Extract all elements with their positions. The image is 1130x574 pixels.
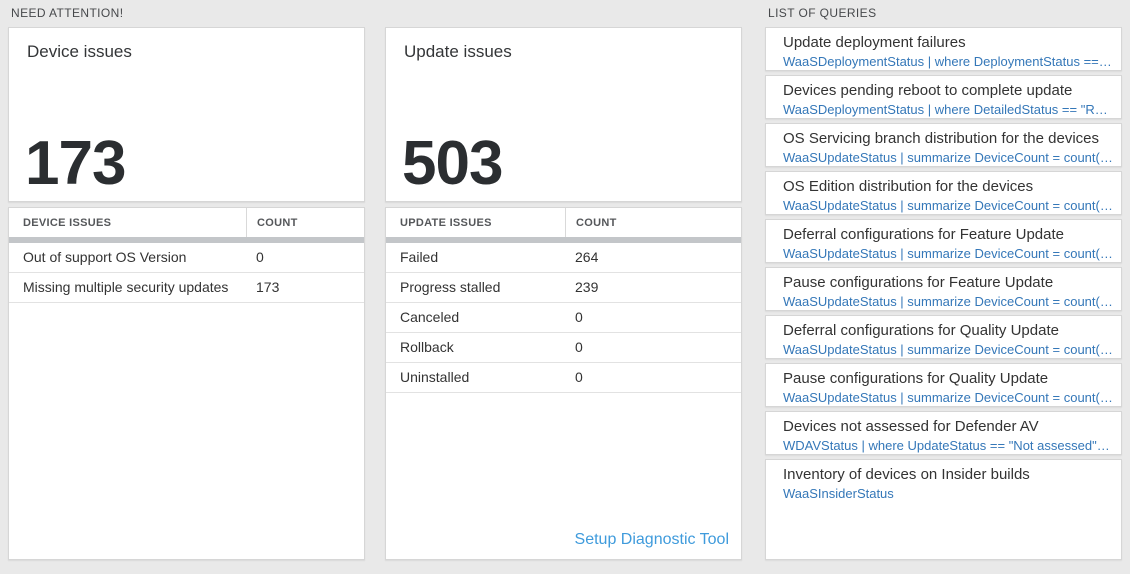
issue-count: 173 bbox=[256, 279, 280, 295]
device-issues-count: 173 bbox=[25, 129, 126, 198]
issue-label: Progress stalled bbox=[400, 279, 501, 295]
table-header-divider-bar bbox=[386, 237, 741, 243]
device-issues-count-header-cell: COUNT bbox=[246, 208, 364, 237]
query-title: Pause configurations for Quality Update bbox=[783, 370, 1049, 387]
query-list: Update deployment failures WaaSDeploymen… bbox=[765, 27, 1122, 560]
queries-column: LIST OF QUERIES Update deployment failur… bbox=[765, 0, 1122, 560]
table-header-divider-bar bbox=[9, 237, 364, 243]
device-issues-column: NEED ATTENTION! Device issues 173 DEVICE… bbox=[8, 0, 365, 560]
update-issues-card[interactable]: Update issues 503 bbox=[385, 27, 742, 202]
device-issues-header-cell: DEVICE ISSUES bbox=[23, 217, 112, 229]
issue-count: 0 bbox=[575, 309, 583, 325]
update-issues-count: 503 bbox=[402, 129, 503, 198]
query-list-item[interactable]: OS Edition distribution for the devices … bbox=[765, 171, 1122, 215]
query-list-item[interactable]: Devices pending reboot to complete updat… bbox=[765, 75, 1122, 119]
update-issues-table-header-row: UPDATE ISSUES COUNT bbox=[386, 208, 741, 237]
update-issues-column: Update issues 503 UPDATE ISSUES COUNT Fa… bbox=[385, 0, 742, 560]
issue-label: Rollback bbox=[400, 339, 454, 355]
query-list-item[interactable]: Deferral configurations for Quality Upda… bbox=[765, 315, 1122, 359]
table-row[interactable]: Out of support OS Version 0 bbox=[9, 243, 364, 273]
query-title: Pause configurations for Feature Update bbox=[783, 274, 1054, 291]
issue-count: 0 bbox=[256, 249, 264, 265]
spacer-header bbox=[385, 0, 742, 27]
setup-diagnostic-tool-link[interactable]: Setup Diagnostic Tool bbox=[574, 531, 729, 548]
query-title: Inventory of devices on Insider builds bbox=[783, 466, 1030, 483]
query-list-item[interactable]: Deferral configurations for Feature Upda… bbox=[765, 219, 1122, 263]
issue-count: 264 bbox=[575, 249, 599, 265]
query-title: Devices not assessed for Defender AV bbox=[783, 418, 1039, 435]
update-issues-card-title: Update issues bbox=[404, 42, 512, 61]
issue-count: 0 bbox=[575, 339, 583, 355]
device-issues-table-header-row: DEVICE ISSUES COUNT bbox=[9, 208, 364, 237]
query-list-item[interactable]: Pause configurations for Quality Update … bbox=[765, 363, 1122, 407]
issue-label: Failed bbox=[400, 249, 439, 265]
issue-label: Out of support OS Version bbox=[23, 249, 187, 265]
table-row[interactable]: Canceled 0 bbox=[386, 303, 741, 333]
query-title: Deferral configurations for Quality Upda… bbox=[783, 322, 1059, 339]
query-text-link[interactable]: WDAVStatus | where UpdateStatus == "Not … bbox=[783, 438, 1113, 453]
table-row[interactable]: Failed 264 bbox=[386, 243, 741, 273]
query-title: OS Servicing branch distribution for the… bbox=[783, 130, 1099, 147]
issue-label: Missing multiple security updates bbox=[23, 279, 229, 295]
issue-label: Canceled bbox=[400, 309, 460, 325]
device-issues-table-card: DEVICE ISSUES COUNT Out of support OS Ve… bbox=[8, 207, 365, 560]
table-row[interactable]: Progress stalled 239 bbox=[386, 273, 741, 303]
update-issues-table-card: UPDATE ISSUES COUNT Failed 264 Progress … bbox=[385, 207, 742, 560]
query-list-item[interactable]: Devices not assessed for Defender AV WDA… bbox=[765, 411, 1122, 455]
query-title: OS Edition distribution for the devices bbox=[783, 178, 1034, 195]
query-title: Devices pending reboot to complete updat… bbox=[783, 82, 1073, 99]
query-text-link[interactable]: WaaSUpdateStatus | summarize DeviceCount… bbox=[783, 246, 1113, 261]
need-attention-header: NEED ATTENTION! bbox=[11, 6, 124, 20]
issue-label: Uninstalled bbox=[400, 369, 470, 385]
table-row[interactable]: Rollback 0 bbox=[386, 333, 741, 363]
table-row[interactable]: Missing multiple security updates 173 bbox=[9, 273, 364, 303]
query-title: Deferral configurations for Feature Upda… bbox=[783, 226, 1064, 243]
device-issues-card-title: Device issues bbox=[27, 42, 132, 61]
query-list-item[interactable]: Pause configurations for Feature Update … bbox=[765, 267, 1122, 311]
query-list-item[interactable]: Update deployment failures WaaSDeploymen… bbox=[765, 27, 1122, 71]
query-text-link[interactable]: WaaSUpdateStatus | summarize DeviceCount… bbox=[783, 390, 1113, 405]
table-row[interactable]: Uninstalled 0 bbox=[386, 363, 741, 393]
query-text-link[interactable]: WaaSUpdateStatus | summarize DeviceCount… bbox=[783, 150, 1113, 165]
list-of-queries-header: LIST OF QUERIES bbox=[768, 6, 877, 20]
issue-count: 0 bbox=[575, 369, 583, 385]
update-issues-count-header-cell: COUNT bbox=[565, 208, 741, 237]
query-title: Update deployment failures bbox=[783, 34, 966, 51]
query-list-item[interactable]: Inventory of devices on Insider builds W… bbox=[765, 459, 1122, 560]
query-text-link[interactable]: WaaSDeploymentStatus | where DeploymentS… bbox=[783, 54, 1113, 69]
query-text-link[interactable]: WaaSUpdateStatus | summarize DeviceCount… bbox=[783, 294, 1113, 309]
query-text-link[interactable]: WaaSInsiderStatus bbox=[783, 486, 894, 501]
query-list-item[interactable]: OS Servicing branch distribution for the… bbox=[765, 123, 1122, 167]
issue-count: 239 bbox=[575, 279, 599, 295]
update-issues-header-cell: UPDATE ISSUES bbox=[400, 217, 492, 229]
query-text-link[interactable]: WaaSUpdateStatus | summarize DeviceCount… bbox=[783, 342, 1113, 357]
query-text-link[interactable]: WaaSDeploymentStatus | where DetailedSta… bbox=[783, 102, 1113, 117]
query-text-link[interactable]: WaaSUpdateStatus | summarize DeviceCount… bbox=[783, 198, 1113, 213]
device-issues-card[interactable]: Device issues 173 bbox=[8, 27, 365, 202]
